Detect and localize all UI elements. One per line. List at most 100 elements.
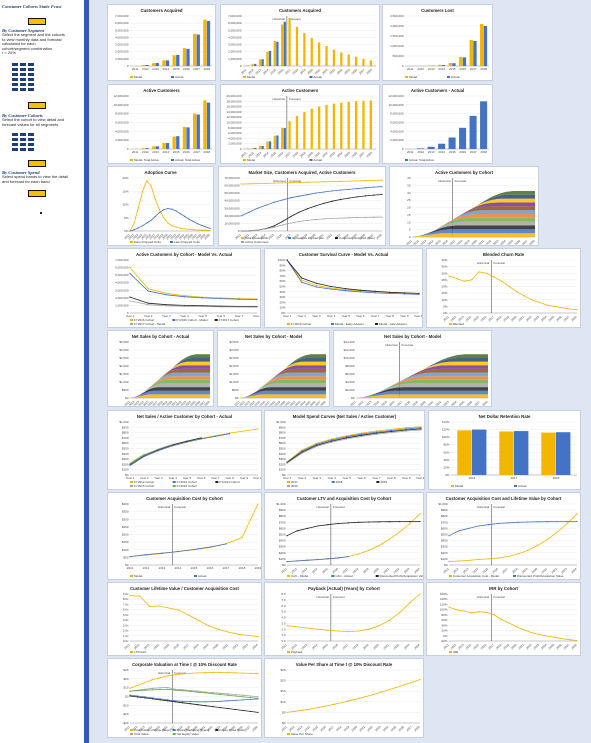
y-tick-label: 60,000,000 <box>224 184 239 188</box>
legend-swatch <box>215 729 219 731</box>
data-point <box>257 697 259 699</box>
y-tick-label: $10 <box>280 700 285 704</box>
spend-go-button[interactable] <box>28 190 46 197</box>
series-line <box>286 259 420 294</box>
y-tick-label: 70% <box>279 274 285 278</box>
x-tick-label: 2025 <box>304 400 312 407</box>
y-tick-label: 8.0x <box>123 597 129 601</box>
x-tick-label: 2012 <box>238 400 246 407</box>
data-point <box>219 693 221 696</box>
y-tick-label: 10% <box>279 306 285 310</box>
x-tick-label: 2021 <box>314 68 322 76</box>
data-point <box>209 229 211 232</box>
x-tick-label: 2017 <box>284 233 292 241</box>
x-tick-label: 2023 <box>214 725 222 733</box>
data-point <box>317 525 319 527</box>
x-tick-label: Year 7 <box>371 314 380 318</box>
data-point <box>183 296 186 298</box>
x-tick-label: 2023 <box>374 725 382 733</box>
x-tick-label: 2022 <box>325 233 333 241</box>
data-point <box>347 555 349 558</box>
x-tick-label: 2014 <box>136 233 144 241</box>
data-point <box>531 299 533 301</box>
y-tick-label: 0 <box>127 64 129 68</box>
bar <box>480 24 484 66</box>
data-point <box>315 205 317 207</box>
y-tick-label: $1,000 <box>276 502 286 506</box>
legend-swatch <box>130 733 133 735</box>
x-tick-label: 2017 <box>511 476 518 480</box>
x-tick-label: Year 7 <box>211 476 220 480</box>
x-tick-label: 2026 <box>398 725 406 733</box>
x-tick-label: 2012 <box>412 239 420 246</box>
series-line <box>286 679 421 713</box>
series-line <box>129 428 259 466</box>
x-tick-label: 2018 <box>495 315 503 323</box>
y-tick-label: $700 <box>441 520 448 524</box>
legend-swatch <box>309 159 313 161</box>
x-tick-label: 2022 <box>550 567 558 575</box>
data-point <box>556 531 558 533</box>
x-tick-label: 2022 <box>366 725 374 733</box>
series-line <box>286 429 422 464</box>
data-point <box>290 222 292 224</box>
y-tick-label: 4.0 <box>281 616 286 620</box>
x-tick-label: 2023 <box>442 400 450 407</box>
x-tick-label: Year 7 <box>372 476 381 480</box>
y-tick-label: 3,000,000 <box>115 43 129 47</box>
chart-title: Value Per Share at Time t @ 10% Discount… <box>295 662 393 667</box>
data-point <box>212 693 214 695</box>
cohort-area <box>356 383 488 398</box>
x-tick-label: 2019 <box>411 400 419 407</box>
bar <box>251 63 254 66</box>
x-tick-label: 2016 <box>258 400 266 407</box>
legend-swatch <box>241 241 244 243</box>
y-tick-label: $12,000 <box>344 348 355 352</box>
x-tick-label: 2014 <box>304 725 312 733</box>
y-tick-label: 25 <box>407 198 411 202</box>
y-tick-label: $8,000 <box>345 364 355 368</box>
data-point <box>242 696 244 698</box>
cohort-selector-grid[interactable] <box>2 132 36 152</box>
go-button[interactable] <box>28 18 46 25</box>
data-point <box>205 229 207 231</box>
data-point <box>177 550 179 553</box>
segment-selector-grid[interactable] <box>2 62 36 92</box>
x-tick-label: Year 6 <box>357 476 366 480</box>
historical-label: Historical <box>477 595 490 599</box>
data-point <box>359 291 361 293</box>
series-line <box>129 273 258 301</box>
chart-title: Corporate Valuation at Time t @ 10% Disc… <box>132 662 237 667</box>
data-point <box>159 688 161 691</box>
data-point <box>409 522 411 525</box>
x-tick-label: 2025 <box>343 151 351 159</box>
cohort-area <box>412 210 535 237</box>
data-point <box>151 698 154 700</box>
data-point <box>378 625 380 627</box>
segment-go-button[interactable] <box>28 102 46 109</box>
x-tick-label: 2023 <box>329 68 337 76</box>
legend-swatch <box>172 733 176 735</box>
y-tick-label: 20,000,000 <box>224 214 239 218</box>
data-point <box>249 696 252 699</box>
data-point <box>237 633 239 635</box>
bar <box>369 100 373 149</box>
bar <box>480 101 488 149</box>
data-point <box>219 706 221 709</box>
cohort-area <box>356 387 488 398</box>
data-point <box>205 226 207 228</box>
data-point <box>566 522 568 525</box>
cohort-area <box>240 387 326 398</box>
x-tick-label: 2012 <box>290 643 298 651</box>
legend-swatch <box>331 575 335 577</box>
data-point <box>257 428 259 430</box>
data-point <box>419 593 421 595</box>
x-tick-label: 2029 <box>199 233 207 241</box>
data-point <box>240 215 242 217</box>
legend-swatch <box>171 76 174 78</box>
data-point <box>405 427 407 429</box>
x-tick-label: 2023 <box>533 315 541 323</box>
cohort-go-button[interactable] <box>28 160 46 167</box>
y-tick-label: 40 <box>407 176 411 180</box>
data-point <box>373 179 375 182</box>
